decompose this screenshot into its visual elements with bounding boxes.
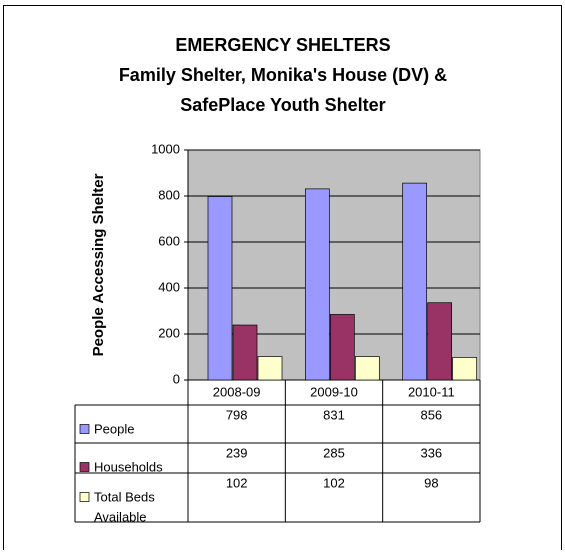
y-tick-label: 600 <box>158 233 180 248</box>
table-value: 102 <box>323 475 345 490</box>
table-value: 831 <box>323 407 345 422</box>
table-value: 285 <box>323 445 345 460</box>
chart-title: Family Shelter, Monika's House (DV) & <box>119 65 447 85</box>
bar <box>304 188 330 381</box>
x-tick-label: 2008-09 <box>213 384 261 399</box>
table-value: 798 <box>226 407 248 422</box>
legend-label: People <box>94 421 134 436</box>
bar <box>257 356 283 381</box>
y-tick-label: 1000 <box>151 141 180 156</box>
bar <box>329 314 355 381</box>
bar <box>452 357 478 381</box>
y-tick-label: 400 <box>158 279 180 294</box>
y-tick-label: 0 <box>173 371 180 386</box>
y-tick-label: 800 <box>158 187 180 202</box>
bar <box>402 182 428 381</box>
table-value: 856 <box>420 407 442 422</box>
chart-title: EMERGENCY SHELTERS <box>175 35 390 55</box>
table-value: 102 <box>226 475 248 490</box>
table-value: 239 <box>226 445 248 460</box>
legend-label: Available <box>94 509 147 524</box>
bar <box>207 196 233 381</box>
legend-label: Households <box>94 459 163 474</box>
bar <box>354 356 380 381</box>
bar <box>232 324 258 381</box>
chart-title: SafePlace Youth Shelter <box>180 95 385 115</box>
x-tick-label: 2010-11 <box>408 384 455 399</box>
legend-key <box>79 462 90 472</box>
legend-key <box>79 424 90 434</box>
y-axis-label: People Accessing Shelter <box>90 173 107 356</box>
legend-key <box>79 492 90 502</box>
x-tick-label: 2009-10 <box>310 384 358 399</box>
y-tick-label: 200 <box>158 325 180 340</box>
legend-label: Total Beds <box>94 489 155 504</box>
table-value: 98 <box>424 475 438 490</box>
table-value: 336 <box>420 445 442 460</box>
bar <box>427 302 453 381</box>
